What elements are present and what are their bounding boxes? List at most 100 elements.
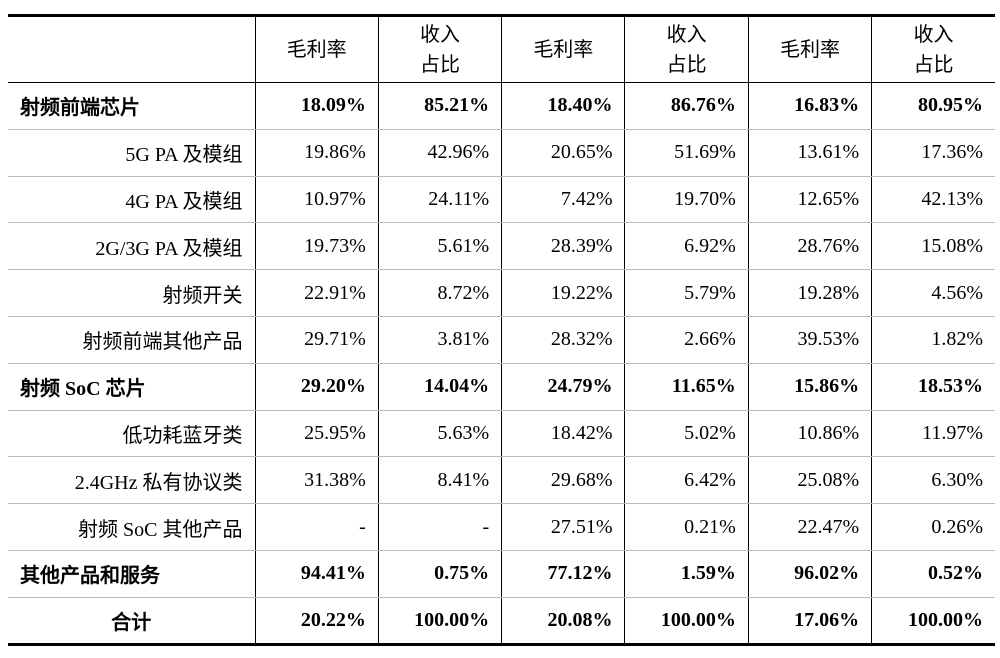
table-header: 毛利率 收入 占比 毛利率 收入 占比 毛利率 收入 占比 — [8, 15, 995, 83]
value-cell: 20.08% — [501, 597, 626, 645]
value-cell: 20.65% — [501, 129, 626, 177]
value-cell: 19.86% — [254, 129, 379, 177]
value-cell: 28.32% — [501, 316, 626, 364]
row-label: 低功耗蓝牙类 — [8, 410, 256, 458]
value-cell: 96.02% — [747, 550, 873, 598]
value-cell: 5.02% — [624, 410, 749, 458]
corner-cell — [8, 15, 256, 83]
row-label: 射频 SoC 芯片 — [8, 363, 256, 411]
table-row: 射频前端其他产品 29.71% 3.81% 28.32% 2.66% 39.53% 1.82… — [8, 316, 995, 364]
data-table: 毛利率 收入 占比 毛利率 收入 占比 毛利率 收入 占比 射频前端芯片 18.09% 85.… — [8, 14, 995, 646]
value-cell: 100.00% — [377, 597, 503, 645]
value-cell: 17.36% — [871, 129, 995, 177]
value-cell: 18.40% — [501, 82, 626, 130]
value-cell: 42.96% — [377, 129, 503, 177]
value-cell: 80.95% — [871, 82, 995, 130]
value-cell: 14.04% — [377, 363, 503, 411]
value-cell: 24.11% — [377, 176, 503, 224]
column-header: 收入 占比 — [624, 15, 749, 83]
value-cell: 0.52% — [871, 550, 995, 598]
row-label: 射频前端其他产品 — [8, 316, 256, 364]
value-cell: 86.76% — [624, 82, 749, 130]
column-header: 毛利率 — [254, 15, 379, 83]
column-header: 收入 占比 — [377, 15, 503, 83]
value-cell: 85.21% — [377, 82, 503, 130]
value-cell: 8.41% — [377, 456, 503, 505]
value-cell: 27.51% — [501, 503, 626, 551]
value-cell: 28.76% — [747, 222, 873, 271]
value-cell: 42.13% — [871, 176, 995, 224]
value-cell: 0.26% — [871, 503, 995, 551]
value-cell: 10.97% — [254, 176, 379, 224]
value-cell: 18.53% — [871, 363, 995, 411]
value-cell: 6.42% — [624, 456, 749, 505]
value-cell: 15.08% — [871, 222, 995, 271]
table-row: 2.4GHz 私有协议类 31.38% 8.41% 29.68% 6.42% 25.08%… — [8, 456, 995, 505]
value-cell: 22.91% — [254, 269, 379, 317]
value-cell: 12.65% — [747, 176, 873, 224]
value-cell: 20.22% — [254, 597, 379, 645]
value-cell: 0.75% — [377, 550, 503, 598]
value-cell: 77.12% — [501, 550, 626, 598]
value-cell: 0.21% — [624, 503, 749, 551]
table-row: 合计 20.22% 100.00% 20.08% 100.00% 17.06% 100.00… — [8, 597, 995, 645]
column-header: 收入 占比 — [871, 15, 995, 83]
value-cell: 13.61% — [747, 129, 873, 177]
value-cell: 10.86% — [747, 410, 873, 458]
value-cell: 11.65% — [624, 363, 749, 411]
row-label: 5G PA 及模组 — [8, 129, 256, 177]
row-label: 2.4GHz 私有协议类 — [8, 456, 256, 505]
value-cell: 15.86% — [747, 363, 873, 411]
value-cell: 29.71% — [254, 316, 379, 364]
value-cell: 6.30% — [871, 456, 995, 505]
value-cell: 18.09% — [254, 82, 379, 130]
value-cell: 29.68% — [501, 456, 626, 505]
value-cell: 6.92% — [624, 222, 749, 271]
header-row: 毛利率 收入 占比 毛利率 收入 占比 毛利率 收入 占比 — [8, 15, 995, 83]
value-cell: 16.83% — [747, 82, 873, 130]
row-label: 2G/3G PA 及模组 — [8, 222, 256, 271]
value-cell: 25.08% — [747, 456, 873, 505]
value-cell: 1.59% — [624, 550, 749, 598]
value-cell: 100.00% — [624, 597, 749, 645]
table-row: 射频开关 22.91% 8.72% 19.22% 5.79% 19.28% 4.56% — [8, 269, 995, 317]
value-cell: 19.28% — [747, 269, 873, 317]
value-cell: 2.66% — [624, 316, 749, 364]
table-row: 射频 SoC 芯片 29.20% 14.04% 24.79% 11.65% 15.86% 1… — [8, 363, 995, 411]
table-row: 5G PA 及模组 19.86% 42.96% 20.65% 51.69% 13.61% 1… — [8, 129, 995, 177]
row-label: 4G PA 及模组 — [8, 176, 256, 224]
value-cell: 31.38% — [254, 456, 379, 505]
value-cell: - — [254, 503, 379, 551]
row-label: 射频前端芯片 — [8, 82, 256, 130]
value-cell: 19.73% — [254, 222, 379, 271]
value-cell: 17.06% — [747, 597, 873, 645]
table-body: 射频前端芯片 18.09% 85.21% 18.40% 86.76% 16.83% 80.9… — [8, 82, 995, 645]
value-cell: 28.39% — [501, 222, 626, 271]
column-header: 毛利率 — [747, 15, 873, 83]
value-cell: 5.79% — [624, 269, 749, 317]
value-cell: 29.20% — [254, 363, 379, 411]
value-cell: 19.22% — [501, 269, 626, 317]
table-row: 低功耗蓝牙类 25.95% 5.63% 18.42% 5.02% 10.86% 11.97% — [8, 410, 995, 458]
value-cell: 19.70% — [624, 176, 749, 224]
table-row: 2G/3G PA 及模组 19.73% 5.61% 28.39% 6.92% 28.76%… — [8, 222, 995, 271]
table-row: 4G PA 及模组 10.97% 24.11% 7.42% 19.70% 12.65% 42… — [8, 176, 995, 224]
row-label: 射频 SoC 其他产品 — [8, 503, 256, 551]
value-cell: 51.69% — [624, 129, 749, 177]
value-cell: 22.47% — [747, 503, 873, 551]
value-cell: 39.53% — [747, 316, 873, 364]
table-row: 其他产品和服务 94.41% 0.75% 77.12% 1.59% 96.02% 0.52% — [8, 550, 995, 598]
value-cell: 4.56% — [871, 269, 995, 317]
value-cell: 3.81% — [377, 316, 503, 364]
value-cell: 5.61% — [377, 222, 503, 271]
table-row: 射频 SoC 其他产品 - -27.51% 0.21% 22.47% 0.26% — [8, 503, 995, 551]
value-cell: 24.79% — [501, 363, 626, 411]
value-cell: 100.00% — [871, 597, 995, 645]
value-cell: 1.82% — [871, 316, 995, 364]
value-cell: 5.63% — [377, 410, 503, 458]
column-header: 毛利率 — [501, 15, 626, 83]
table-row: 射频前端芯片 18.09% 85.21% 18.40% 86.76% 16.83% 80.9… — [8, 82, 995, 130]
value-cell: 18.42% — [501, 410, 626, 458]
row-label: 射频开关 — [8, 269, 256, 317]
row-label: 合计 — [8, 597, 256, 645]
